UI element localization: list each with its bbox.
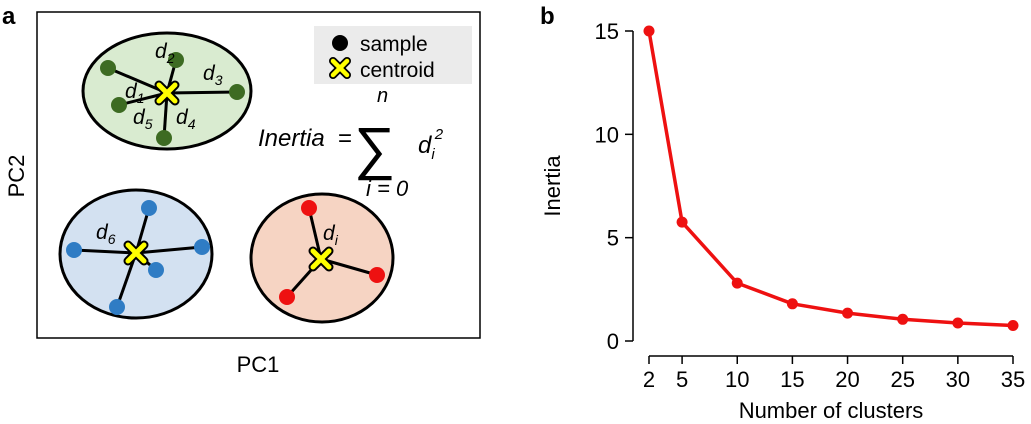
- x-tick-label: 35: [1001, 367, 1025, 392]
- x-tick-label: 5: [676, 367, 688, 392]
- diagram-legend: sample centroid: [314, 26, 472, 84]
- distance-label-d3: d3: [203, 62, 223, 88]
- data-point: [1007, 320, 1019, 331]
- distance-label-d6: d6: [96, 221, 116, 247]
- y-tick-label: 0: [607, 329, 619, 354]
- sample-point: [66, 242, 82, 258]
- pc1-axis-label: PC1: [237, 352, 280, 377]
- y-tick-label: 10: [595, 122, 619, 147]
- distance-label-d4: d4: [176, 106, 196, 132]
- cluster-red: di: [249, 192, 395, 324]
- data-point: [952, 317, 964, 329]
- x-tick-label: 10: [725, 367, 749, 392]
- centroid-marker: [123, 240, 149, 266]
- distance-label-di: di: [323, 222, 339, 248]
- formula-upper-bound: n: [377, 85, 388, 107]
- sample-point: [148, 262, 164, 278]
- panel-label-b: b: [540, 3, 555, 30]
- formula-equals: =: [338, 125, 352, 152]
- diagram-frame: [36, 11, 481, 339]
- centroid-marker: [154, 80, 180, 106]
- legend-centroid-label: centroid: [360, 59, 435, 82]
- data-point: [643, 25, 655, 37]
- sample-point: [369, 267, 385, 283]
- x-axis-label: Number of clusters: [739, 398, 924, 423]
- sample-point: [301, 200, 317, 216]
- distance-label-d1: d1: [125, 80, 144, 106]
- x-tick-label: 25: [890, 367, 914, 392]
- formula-lower-bound: i = 0: [366, 176, 409, 201]
- sample-point: [279, 289, 295, 305]
- cluster-green: d2 d3 d1 d5 d4: [81, 31, 253, 151]
- sample-point: [156, 130, 172, 146]
- legend-sample-label: sample: [360, 33, 428, 56]
- distance-label-d5: d5: [133, 106, 153, 132]
- distance-label-d2: d2: [155, 40, 175, 66]
- formula-sigma: ∑: [354, 116, 395, 181]
- legend-sample-marker: [332, 35, 348, 51]
- legend-centroid-marker: [329, 57, 351, 79]
- x-ticks: 2 5 10 15 20 25 30 35: [643, 356, 1025, 392]
- y-tick-label: 15: [595, 19, 619, 44]
- data-point: [731, 277, 743, 289]
- x-tick-label: 2: [643, 367, 655, 392]
- formula-lhs: Inertia: [258, 125, 325, 152]
- inertia-series-line: [647, 30, 1014, 328]
- sample-point: [229, 84, 245, 100]
- cluster-blue: d6: [58, 188, 214, 320]
- sample-point: [109, 299, 125, 315]
- sample-point: [111, 97, 127, 113]
- panel-label-a: a: [2, 3, 16, 30]
- x-tick-label: 20: [835, 367, 859, 392]
- x-tick-label: 30: [946, 367, 970, 392]
- centroid-marker: [308, 246, 334, 272]
- formula-term: di2: [418, 126, 444, 163]
- y-ticks: 0 5 10 15: [595, 19, 633, 354]
- inertia-series-points: [643, 25, 1019, 331]
- data-point: [842, 307, 854, 319]
- x-tick-label: 15: [780, 367, 804, 392]
- sample-point: [141, 200, 157, 216]
- sample-point: [194, 239, 210, 255]
- sample-point: [168, 52, 184, 68]
- data-point: [676, 216, 688, 228]
- y-axis-label: Inertia: [540, 155, 565, 217]
- data-point: [897, 313, 909, 325]
- data-point: [786, 298, 798, 310]
- sample-point: [100, 60, 116, 76]
- y-tick-label: 5: [607, 226, 619, 251]
- inertia-formula: Inertia = n ∑ i = 0 di2: [258, 85, 444, 201]
- pc2-axis-label: PC2: [4, 155, 29, 198]
